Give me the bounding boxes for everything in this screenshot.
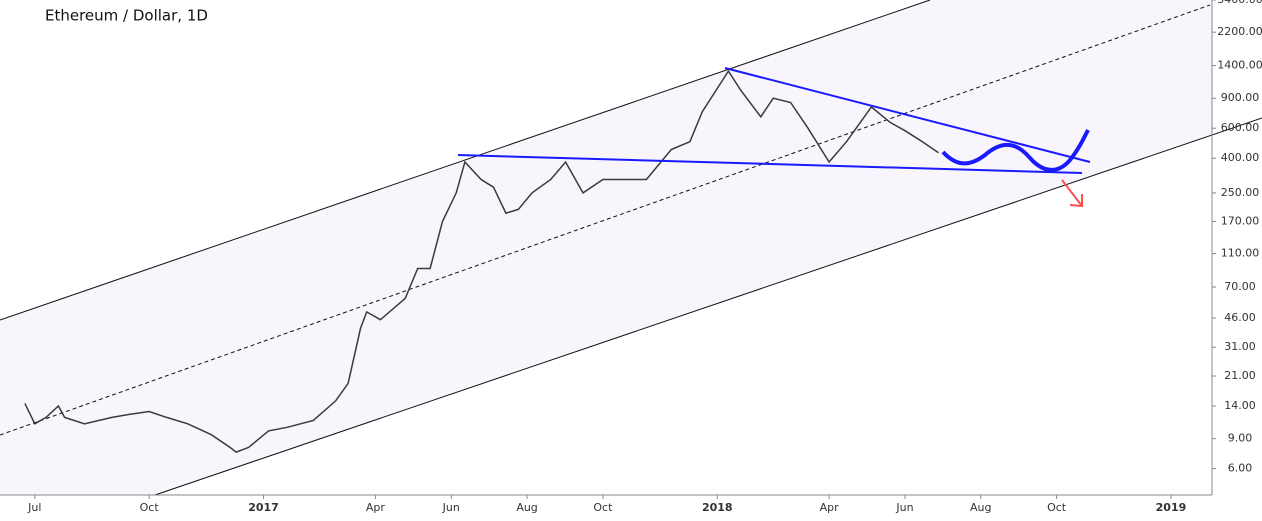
channel-lower: [154, 117, 1262, 496]
y-tick-label: 400.00: [1221, 151, 1260, 164]
x-tick-label: Jul: [27, 501, 41, 514]
price-line: [24, 69, 939, 453]
x-tick-label: Apr: [820, 501, 840, 514]
x-tick-label: Oct: [593, 501, 613, 514]
y-tick-label: 250.00: [1221, 186, 1260, 199]
x-tick-label: Aug: [516, 501, 537, 514]
y-tick-label: 170.00: [1221, 214, 1260, 227]
x-tick-label: Jun: [442, 501, 460, 514]
x-tick-label: Oct: [140, 501, 160, 514]
resistance-line: [724, 67, 1091, 163]
x-tick-label: 2017: [248, 501, 279, 514]
down-arrow: [1061, 179, 1083, 208]
y-tick-label: 31.00: [1224, 340, 1256, 353]
x-tick-label: Aug: [970, 501, 991, 514]
y-tick-label: 900.00: [1221, 91, 1260, 104]
chart-title: Ethereum / Dollar, 1D: [45, 7, 208, 25]
x-tick-label: 2018: [702, 501, 733, 514]
y-tick-label: 46.00: [1224, 311, 1256, 324]
y-tick-label: 110.00: [1221, 247, 1260, 260]
y-tick-label: 9.00: [1228, 432, 1253, 445]
x-tick-label: 2019: [1156, 501, 1187, 514]
y-tick-label: 21.00: [1224, 369, 1256, 382]
projection-wave: [941, 129, 1090, 172]
x-tick-label: Jun: [895, 501, 913, 514]
y-tick-label: 2200.00: [1217, 25, 1262, 38]
y-tick-label: 1400.00: [1217, 59, 1262, 72]
y-tick-label: 14.00: [1224, 399, 1256, 412]
x-tick-label: Oct: [1047, 501, 1067, 514]
y-tick-label: 3400.00: [1217, 0, 1262, 6]
y-tick-label: 70.00: [1224, 280, 1256, 293]
y-tick-label: 6.00: [1228, 462, 1253, 475]
y-tick-label: 600.00: [1221, 121, 1260, 134]
x-tick-label: Apr: [366, 501, 386, 514]
channel-upper: [0, 0, 931, 321]
support-line: [457, 154, 1083, 174]
plot: [24, 69, 939, 453]
channel-fill: [0, 0, 1212, 495]
